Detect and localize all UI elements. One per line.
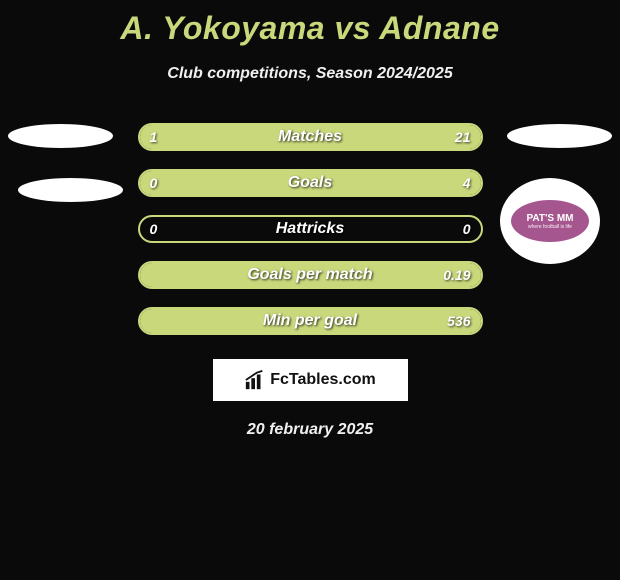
bar-label: Matches [140,128,481,146]
player-right-badge-2: PAT'S MM where football is life [500,178,600,264]
bar-value-right: 0.19 [443,267,470,283]
bar-value-right: 536 [447,313,470,329]
club-badge-text: PAT'S MM [526,213,573,224]
stat-bar-goals-per-match: Goals per match0.19 [138,261,483,289]
bar-value-left: 0 [150,221,158,237]
player-right-badge-1 [507,124,612,148]
stat-bar-matches: Matches1 21 [138,123,483,151]
subtitle: Club competitions, Season 2024/2025 [0,65,620,83]
club-badge: PAT'S MM where football is life [511,200,589,242]
date-label: 20 february 2025 [0,421,620,439]
player-left-avatar-2 [18,178,123,202]
stat-bar-min-per-goal: Min per goal536 [138,307,483,335]
bar-value-left: 0 [150,175,158,191]
page-title: A. Yokoyama vs Adnane [0,0,620,47]
bar-value-left: 1 [150,129,158,145]
stat-bar-hattricks: Hattricks0 0 [138,215,483,243]
bar-value-right: 4 [463,175,471,191]
comparison-bars: Matches121Goals04Hattricks00Goals per ma… [138,123,483,335]
bar-label: Goals [140,174,481,192]
bar-value-right: 21 [455,129,471,145]
fctables-logo[interactable]: FcTables.com [213,359,408,401]
bar-label: Min per goal [140,312,481,330]
stat-bar-goals: Goals0 4 [138,169,483,197]
bar-value-right: 0 [463,221,471,237]
bar-label: Hattricks [140,220,481,238]
player-left-avatar-1 [8,124,113,148]
bar-label: Goals per match [140,266,481,284]
logo-text: FcTables.com [270,371,376,389]
club-badge-sub: where football is life [528,224,572,230]
chart-icon [244,369,266,391]
